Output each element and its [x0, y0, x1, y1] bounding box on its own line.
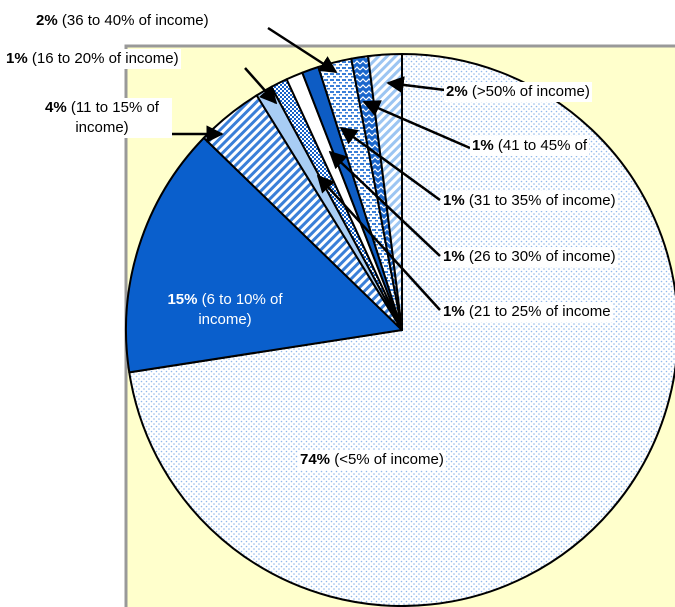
slice-label: 1% (31 to 35% of income) — [441, 191, 618, 211]
slice-label: 1% (41 to 45% of — [470, 136, 590, 156]
pie-slice — [125, 136, 403, 374]
slice-label: 1% (21 to 25% of income — [441, 302, 613, 322]
slice-label: 15% (6 to 10% of income) — [167, 291, 283, 328]
leader-line — [386, 76, 446, 94]
leader-line — [316, 174, 441, 311]
plot-border — [124, 44, 675, 607]
slice-label: 2% (>50% of income) — [444, 82, 592, 102]
leader-line — [267, 26, 338, 74]
slice-label: 2% (36 to 40% of income) — [34, 11, 211, 31]
leader-line — [328, 150, 441, 257]
leader-line — [362, 100, 471, 150]
leader-line — [339, 126, 441, 202]
slice-label: 4% (11 to 15% of income) — [32, 98, 172, 138]
slice-label: 1% (16 to 20% of income) — [4, 49, 181, 69]
leader-line — [244, 67, 278, 105]
leader-lines — [172, 26, 471, 311]
slice-label: 74% (<5% of income) — [298, 450, 446, 470]
slice-label: 1% (26 to 30% of income) — [441, 247, 618, 267]
pie-slice — [367, 53, 403, 331]
